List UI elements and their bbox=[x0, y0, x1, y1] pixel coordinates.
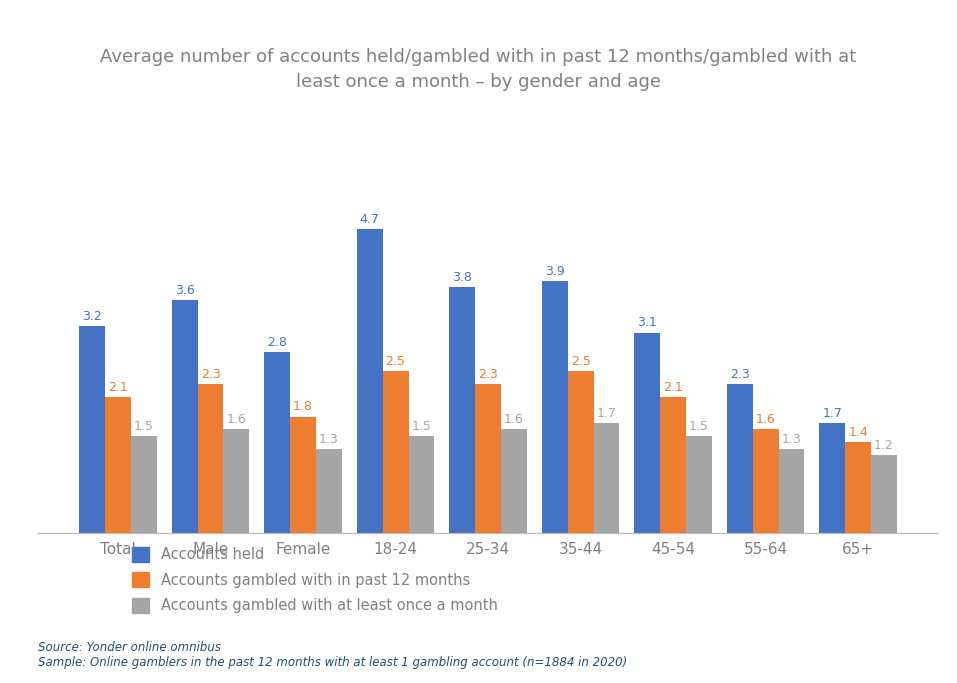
Bar bbox=[871, 456, 897, 533]
Text: 1.6: 1.6 bbox=[756, 413, 775, 426]
Bar bbox=[357, 229, 383, 533]
Text: 1.5: 1.5 bbox=[412, 419, 432, 432]
Text: 2.3: 2.3 bbox=[478, 368, 498, 381]
Legend: Accounts held, Accounts gambled with in past 12 months, Accounts gambled with at: Accounts held, Accounts gambled with in … bbox=[132, 547, 498, 613]
Bar bbox=[224, 430, 250, 533]
Bar bbox=[409, 436, 434, 533]
Text: 4.7: 4.7 bbox=[360, 213, 380, 226]
Bar bbox=[501, 430, 527, 533]
Bar bbox=[819, 423, 845, 533]
Bar bbox=[779, 449, 805, 533]
Text: 3.2: 3.2 bbox=[82, 310, 102, 323]
Bar bbox=[593, 423, 619, 533]
Bar bbox=[726, 385, 752, 533]
Text: 3.8: 3.8 bbox=[453, 271, 472, 284]
Bar bbox=[171, 301, 197, 533]
Text: 3.1: 3.1 bbox=[637, 316, 657, 329]
Text: 3.9: 3.9 bbox=[545, 265, 565, 278]
Bar bbox=[197, 385, 224, 533]
Text: 1.4: 1.4 bbox=[848, 426, 868, 439]
Text: 2.5: 2.5 bbox=[570, 355, 590, 368]
Bar bbox=[845, 443, 871, 533]
Text: 1.3: 1.3 bbox=[782, 432, 801, 445]
Text: 3.6: 3.6 bbox=[175, 284, 194, 297]
Text: 1.6: 1.6 bbox=[227, 413, 246, 426]
Bar bbox=[105, 397, 131, 533]
Text: 1.2: 1.2 bbox=[874, 439, 894, 452]
Text: 1.8: 1.8 bbox=[293, 400, 313, 413]
Text: 1.3: 1.3 bbox=[319, 432, 339, 445]
Text: 1.5: 1.5 bbox=[134, 419, 154, 432]
Text: 1.7: 1.7 bbox=[596, 407, 616, 420]
Bar bbox=[542, 281, 568, 533]
Bar bbox=[264, 352, 290, 533]
Text: 2.3: 2.3 bbox=[730, 368, 749, 381]
Bar bbox=[449, 288, 475, 533]
Bar bbox=[383, 372, 409, 533]
Bar bbox=[634, 333, 660, 533]
Bar bbox=[568, 372, 593, 533]
Bar bbox=[131, 436, 157, 533]
Text: 1.7: 1.7 bbox=[822, 407, 842, 420]
Bar bbox=[475, 385, 501, 533]
Bar bbox=[290, 417, 316, 533]
Text: 2.1: 2.1 bbox=[663, 381, 683, 394]
Bar bbox=[79, 326, 105, 533]
Text: 1.5: 1.5 bbox=[689, 419, 709, 432]
Bar bbox=[316, 449, 342, 533]
Bar bbox=[752, 430, 779, 533]
Text: 2.5: 2.5 bbox=[386, 355, 406, 368]
Text: Average number of accounts held/gambled with in past 12 months/gambled with at
l: Average number of accounts held/gambled … bbox=[100, 48, 857, 91]
Text: 2.3: 2.3 bbox=[201, 368, 220, 381]
Bar bbox=[660, 397, 686, 533]
Text: 2.8: 2.8 bbox=[267, 336, 287, 349]
Text: 2.1: 2.1 bbox=[108, 381, 128, 394]
Bar bbox=[686, 436, 712, 533]
Text: Source: Yonder online omnibus
Sample: Online gamblers in the past 12 months with: Source: Yonder online omnibus Sample: On… bbox=[38, 641, 628, 669]
Text: 1.6: 1.6 bbox=[504, 413, 523, 426]
